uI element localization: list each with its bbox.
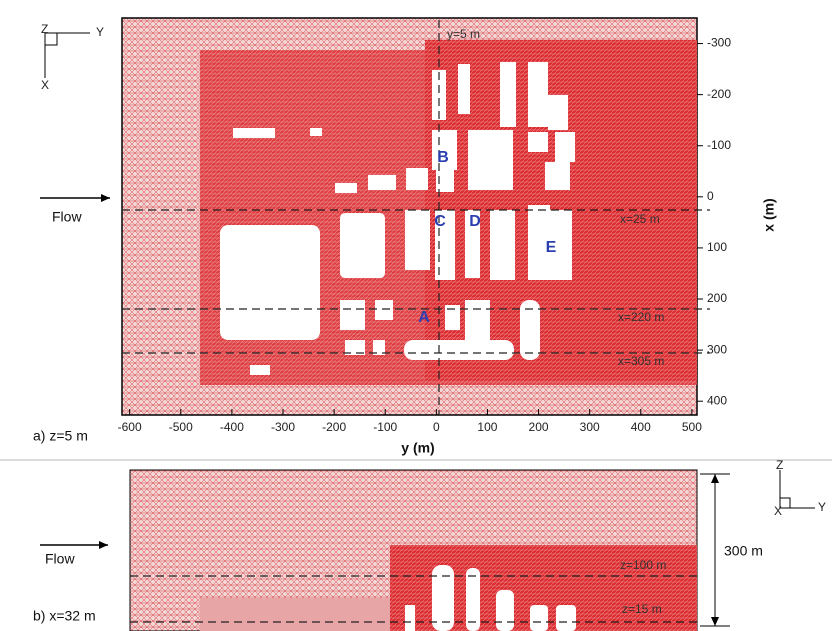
annotation: x=305 m (618, 354, 664, 368)
triad-label: Z (41, 22, 48, 36)
triad-label: X (41, 78, 49, 92)
triad-label: Z (776, 458, 783, 472)
x-tick-label: 300 (580, 420, 600, 434)
annotation: z=100 m (620, 558, 666, 572)
annotation: z=15 m (622, 602, 662, 616)
figure: -600 -500 -400 -300 -200 -100 0 100 200 300 400 500… (0, 0, 832, 631)
y-tick-label: -300 (707, 36, 731, 50)
x-tick-label: 0 (433, 420, 440, 434)
axes-triad: Z Y X (774, 458, 826, 518)
y-tick-label: 0 (707, 189, 714, 203)
y-tick-label: 400 (707, 393, 727, 407)
y-tick-label: 200 (707, 291, 727, 305)
flow-arrowhead (99, 541, 108, 549)
annotation: x=220 m (618, 310, 664, 324)
x-tick-label: -300 (271, 420, 295, 434)
x-tick-label: -400 (220, 420, 244, 434)
y-axis-label: x (m) (761, 198, 777, 231)
building-label: A (418, 309, 430, 326)
building-label: C (434, 213, 446, 230)
y-tick-label: -100 (707, 138, 731, 152)
triad-label: X (774, 504, 782, 518)
annotation: x=25 m (620, 212, 660, 226)
x-tick-label: -500 (169, 420, 193, 434)
panel-b-mesh (130, 470, 697, 631)
panel-label: a) z=5 m (33, 428, 88, 444)
x-tick-label: 400 (631, 420, 651, 434)
y-tick-label: 300 (707, 342, 727, 356)
triad-label: Y (818, 500, 826, 514)
y-tick-label: -200 (707, 87, 731, 101)
flow-label: Flow (52, 209, 82, 225)
building-label: E (546, 239, 557, 256)
y-tick-label: 100 (707, 240, 727, 254)
annotation: y=5 m (447, 27, 480, 41)
height-label: 300 m (724, 543, 763, 559)
x-tick-label: 500 (682, 420, 702, 434)
building-label: B (437, 149, 449, 166)
x-tick-label: -100 (373, 420, 397, 434)
panel-label: b) x=32 m (33, 608, 96, 624)
x-tick-label: -600 (118, 420, 142, 434)
flow-arrowhead (101, 194, 110, 202)
axes-triad: Z Y X (41, 22, 104, 92)
x-tick-label: 100 (477, 420, 497, 434)
x-axis-label: y (m) (401, 440, 434, 456)
flow-label: Flow (45, 551, 75, 567)
triad-label: Y (96, 25, 104, 39)
x-tick-label: -200 (322, 420, 346, 434)
x-tick-label: 200 (529, 420, 549, 434)
building-label: D (469, 213, 481, 230)
